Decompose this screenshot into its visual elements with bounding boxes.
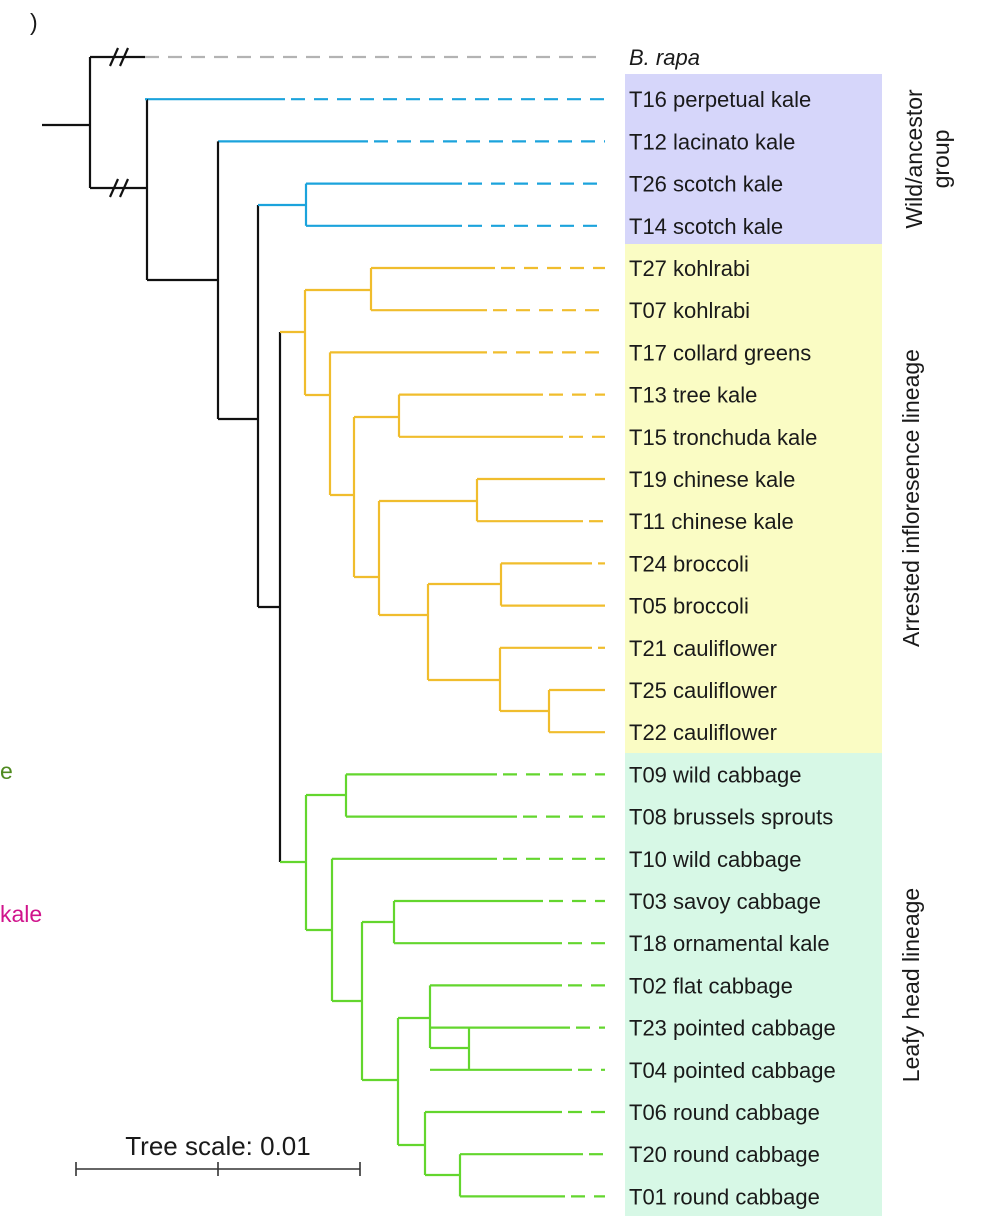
leaf-label: T03 savoy cabbage — [629, 889, 821, 914]
band-arrested-infloresence-lineage — [625, 244, 882, 753]
tree-scale-label: Tree scale: 0.01 — [125, 1131, 310, 1161]
axis-break-mark — [108, 178, 120, 198]
leaf-label: T10 wild cabbage — [629, 847, 801, 872]
leaf-label: T16 perpetual kale — [629, 87, 811, 112]
leaf-label: T27 kohlrabi — [629, 256, 750, 281]
leaf-label: T22 cauliflower — [629, 720, 777, 745]
leaf-label: T11 chinese kale — [629, 509, 794, 534]
leaf-label: T02 flat cabbage — [629, 973, 793, 998]
group-label-leafy: Leafy head lineage — [898, 888, 924, 1082]
leaf-label: T01 round cabbage — [629, 1184, 820, 1209]
leaf-label: T25 cauliflower — [629, 678, 777, 703]
leaf-label: T08 brussels sprouts — [629, 805, 833, 830]
leaf-label: T12 lacinato kale — [629, 129, 795, 154]
axis-break-mark — [118, 47, 130, 67]
band-wild-ancestor-group — [625, 74, 882, 244]
leaf-label: T05 broccoli — [629, 594, 749, 619]
cut-off-parenthesis: ) — [30, 9, 38, 35]
leaf-label: T19 chinese kale — [629, 467, 795, 492]
leaf-label: T07 kohlrabi — [629, 298, 750, 323]
axis-break-mark — [108, 47, 120, 67]
leaf-label: T23 pointed cabbage — [629, 1016, 836, 1041]
leaf-label: T14 scotch kale — [629, 214, 783, 239]
band-leafy-head-lineage — [625, 753, 882, 1216]
tree-scale-bar: Tree scale: 0.01 — [75, 1131, 361, 1176]
leaf-label: T06 round cabbage — [629, 1100, 820, 1125]
leaf-label: T17 collard greens — [629, 340, 811, 365]
axis-break-mark — [118, 178, 130, 198]
group-label-arrested: Arrested infloresence lineage — [898, 349, 924, 647]
group-label-wild-ancestor: Wild/ancestorgroup — [901, 89, 954, 229]
leaf-label: B. rapa — [629, 45, 700, 70]
cut-off-legend-green: e — [0, 758, 13, 784]
group-label-line: Wild/ancestor — [901, 89, 927, 229]
leaf-label: T18 ornamental kale — [629, 931, 830, 956]
leaf-label: T04 pointed cabbage — [629, 1058, 836, 1083]
cut-off-legend-magenta: kale — [0, 901, 42, 927]
leaf-label: T15 tronchuda kale — [629, 425, 817, 450]
leaf-label: T24 broccoli — [629, 551, 749, 576]
leaf-label: T26 scotch kale — [629, 172, 783, 197]
group-label-line: group — [928, 130, 954, 189]
leaf-label: T13 tree kale — [629, 383, 757, 408]
leaf-label: T20 round cabbage — [629, 1142, 820, 1167]
leaf-label: T21 cauliflower — [629, 636, 777, 661]
leaf-label: T09 wild cabbage — [629, 762, 801, 787]
